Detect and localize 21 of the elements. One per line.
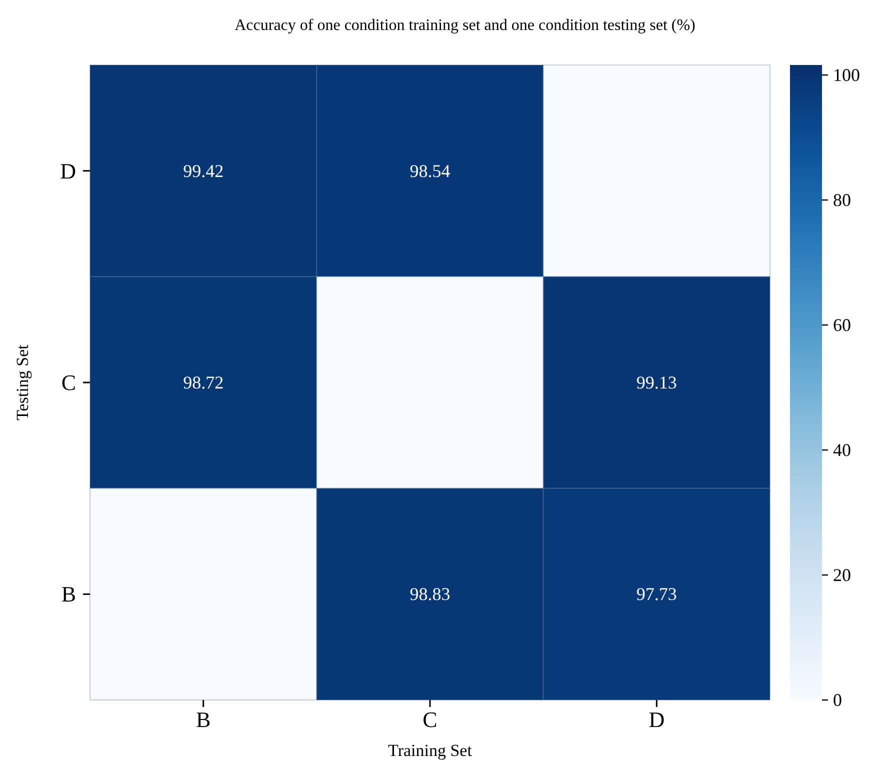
y-tick-label: C: [61, 370, 76, 395]
y-axis-title: Testing Set: [13, 344, 32, 420]
data-label: 98.54: [410, 160, 450, 181]
data-label: 97.73: [636, 584, 677, 604]
y-tick-label: D: [60, 158, 76, 184]
color-bar-label: 40: [833, 440, 851, 460]
color-bar-label: 20: [833, 565, 851, 585]
y-tick-label: B: [61, 582, 76, 607]
x-tick-label: B: [196, 707, 211, 732]
color-bar-label: 80: [833, 190, 851, 210]
data-label: 99.13: [636, 372, 677, 392]
x-tick-label: C: [422, 707, 438, 732]
color-bar-label: 0: [833, 690, 842, 710]
color-bar-label: 60: [833, 315, 851, 335]
data-label: 99.42: [183, 160, 224, 181]
chart-title: Accuracy of one condition training set and one condition testing set (%): [234, 17, 696, 34]
data-label: 98.83: [410, 584, 450, 604]
data-label: 98.72: [183, 372, 224, 392]
color-bar-label: 100: [833, 65, 860, 85]
x-tick-label: D: [648, 707, 665, 732]
x-axis-title: Training Set: [388, 741, 472, 760]
